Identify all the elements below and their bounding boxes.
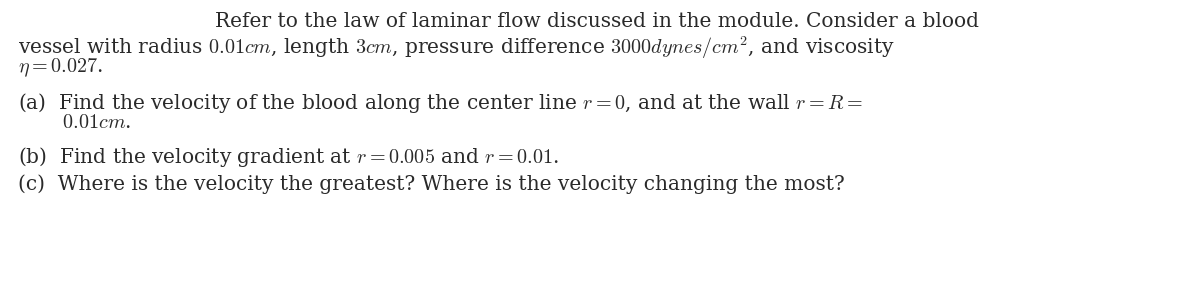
Text: $\eta = 0.027$.: $\eta = 0.027$.: [18, 56, 103, 79]
Text: vessel with radius $0.01cm$, length $3cm$, pressure difference $3000dynes/cm^{2}: vessel with radius $0.01cm$, length $3cm…: [18, 34, 894, 61]
Text: (c)  Where is the velocity the greatest? Where is the velocity changing the most: (c) Where is the velocity the greatest? …: [18, 175, 844, 194]
Text: (b)  Find the velocity gradient at $r = 0.005$ and $r = 0.01$.: (b) Find the velocity gradient at $r = 0…: [18, 145, 559, 169]
Text: Refer to the law of laminar flow discussed in the module. Consider a blood: Refer to the law of laminar flow discuss…: [215, 12, 979, 31]
Text: $0.01cm$.: $0.01cm$.: [18, 113, 131, 132]
Text: (a)  Find the velocity of the blood along the center line $r = 0$, and at the wa: (a) Find the velocity of the blood along…: [18, 91, 863, 115]
